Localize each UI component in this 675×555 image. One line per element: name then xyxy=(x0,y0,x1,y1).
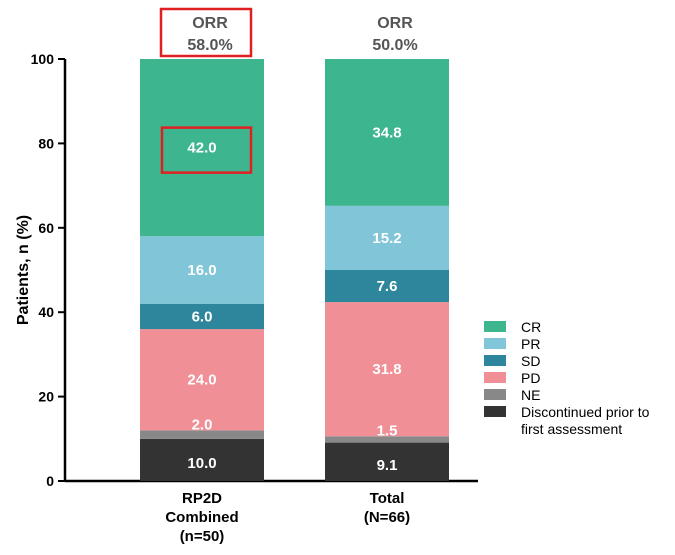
bar-segment-sd xyxy=(325,270,449,303)
axis-layer: 0 20 40 60 80 100 Patients, n (%) RP2D Combined (… xyxy=(15,51,478,545)
bar-segment-cr xyxy=(140,59,264,237)
bars-layer xyxy=(140,59,449,481)
bar-value-label: 42.0 xyxy=(187,140,216,157)
x-category-label: Combined xyxy=(165,509,238,526)
bar-value-label: 2.0 xyxy=(192,416,213,433)
legend-label: first assessment xyxy=(521,421,622,437)
legend-label: NE xyxy=(521,387,540,403)
bar-value-label: 15.2 xyxy=(372,230,401,247)
y-tick-label: 0 xyxy=(46,473,54,489)
legend-swatch-discontinued xyxy=(484,406,506,417)
orr-value: 50.0% xyxy=(372,37,417,54)
legend-swatch-ne xyxy=(484,389,506,400)
bar-segment-ne xyxy=(325,436,449,443)
legend-swatch-cr xyxy=(484,321,506,332)
orr-highlight-box xyxy=(159,7,253,58)
x-category-label: RP2D xyxy=(182,490,222,507)
bar-value-label: 24.0 xyxy=(187,372,216,389)
y-axis-label: Patients, n (%) xyxy=(15,215,32,325)
orr-label: ORR xyxy=(377,15,413,32)
bar-value-label: 7.6 xyxy=(377,278,398,295)
bar-segment-ne xyxy=(140,430,264,439)
legend-swatch-sd xyxy=(484,355,506,366)
legend-label: SD xyxy=(521,353,540,369)
bar-segment-pr xyxy=(140,236,264,304)
bar-value-label: 9.1 xyxy=(377,457,398,474)
bar-segment-discontinued xyxy=(140,438,264,481)
y-tick-label: 80 xyxy=(38,135,54,151)
y-tick-label: 60 xyxy=(38,220,54,236)
labels-layer: 10.0 2.0 24.0 6.0 16.0 42.0 ORR 58.0% 9.1 1.5 31.8… xyxy=(159,7,418,474)
legend-label: CR xyxy=(521,319,541,335)
bar-segment-pd xyxy=(140,329,264,431)
legend-label: PD xyxy=(521,370,540,386)
y-tick-label: 20 xyxy=(38,389,54,405)
x-category-label: Total xyxy=(370,490,405,507)
x-category-label: (n=50) xyxy=(180,528,225,545)
bar-segment-pd xyxy=(325,302,449,437)
y-tick-label: 100 xyxy=(31,51,55,67)
legend-label: PR xyxy=(521,336,540,352)
bar-segment-sd xyxy=(140,303,264,330)
bar-value-label: 6.0 xyxy=(192,308,213,325)
bar-segment-cr xyxy=(325,59,449,206)
orr-label: ORR xyxy=(192,15,228,32)
x-category-label: (N=66) xyxy=(364,509,410,526)
bar-value-label: 16.0 xyxy=(187,262,216,279)
bar-segment-discontinued xyxy=(325,442,449,481)
highlight-box xyxy=(160,126,253,174)
bar-segment-pr xyxy=(325,205,449,270)
y-tick-label: 40 xyxy=(38,304,54,320)
orr-value: 58.0% xyxy=(187,37,232,54)
legend-label: Discontinued prior to xyxy=(521,404,650,420)
legend-swatch-pr xyxy=(484,338,506,349)
bar-value-label: 1.5 xyxy=(377,422,398,439)
bar-value-label: 34.8 xyxy=(372,124,401,141)
bar-value-label: 10.0 xyxy=(187,455,216,472)
bar-value-label: 31.8 xyxy=(372,361,401,378)
legend-swatch-pd xyxy=(484,372,506,383)
